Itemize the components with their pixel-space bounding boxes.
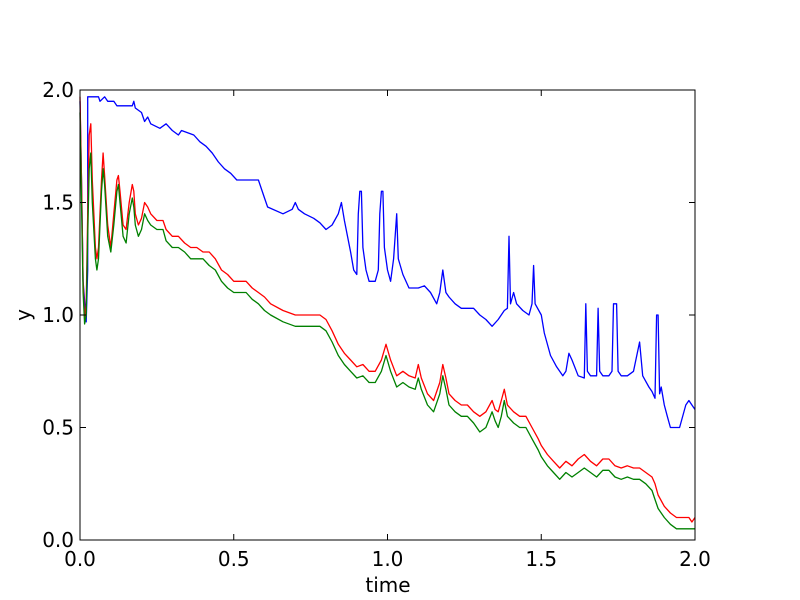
series-line-3	[79, 112, 695, 530]
plot-background	[80, 90, 695, 540]
series-line-2	[79, 96, 696, 523]
y-tick-label: 1.0	[42, 303, 74, 327]
y-tick-label: 1.5	[42, 191, 74, 215]
y-tick-label: 0.0	[42, 528, 74, 552]
y-tick-label: 2.0	[42, 78, 74, 102]
y-axis-label: y	[11, 309, 35, 321]
tick-layer: 0.0 0.5 1.0 1.5 2.0 0.0 0.5 1.0 1.5 2.0	[42, 78, 711, 571]
x-tick-label: 2.0	[679, 547, 711, 571]
series-line-1	[79, 96, 696, 429]
x-tick-label: 0.5	[218, 547, 250, 571]
x-tick-label: 1.0	[372, 547, 404, 571]
x-tick-label: 0.0	[64, 547, 96, 571]
x-axis-label: time	[365, 573, 410, 597]
series-layer	[79, 96, 696, 530]
y-tick-label: 0.5	[42, 416, 74, 440]
x-tick-label: 1.5	[525, 547, 557, 571]
